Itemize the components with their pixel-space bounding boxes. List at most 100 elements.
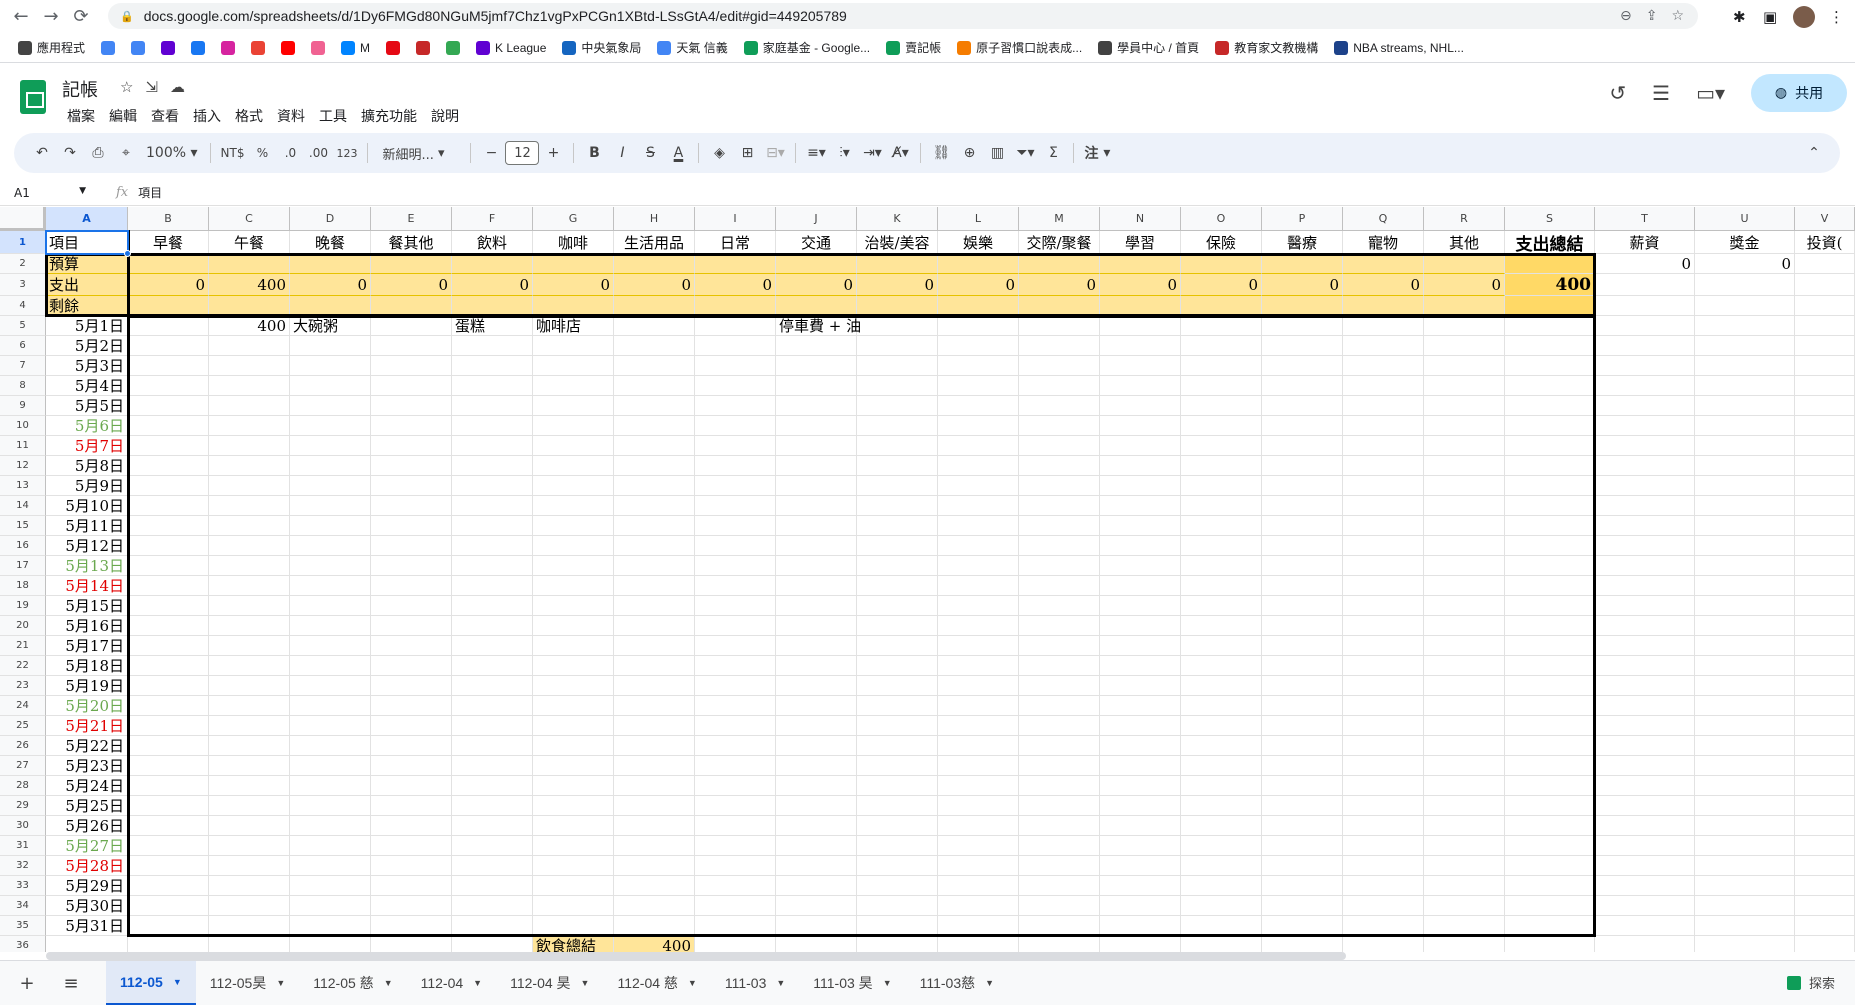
cell[interactable] xyxy=(1695,936,1795,952)
cell[interactable] xyxy=(371,916,452,936)
cell[interactable] xyxy=(371,936,452,952)
header-cell[interactable]: 保險 xyxy=(1181,231,1262,254)
cell[interactable] xyxy=(1100,756,1181,776)
cell[interactable] xyxy=(1019,716,1100,736)
cell[interactable] xyxy=(128,516,209,536)
food-total-value[interactable]: 400 xyxy=(614,936,695,952)
date-cell[interactable]: 5月8日 xyxy=(46,456,128,476)
cell[interactable] xyxy=(857,436,938,456)
cell[interactable] xyxy=(533,356,614,376)
row-header[interactable]: 8 xyxy=(0,376,46,396)
cell[interactable] xyxy=(290,676,371,696)
row-header[interactable]: 18 xyxy=(0,576,46,596)
cell[interactable] xyxy=(776,796,857,816)
cell[interactable] xyxy=(290,496,371,516)
merge-cells-icon[interactable]: ⊟▾ xyxy=(766,145,785,161)
cell[interactable] xyxy=(1505,836,1595,856)
cell[interactable] xyxy=(938,716,1019,736)
cell[interactable] xyxy=(128,776,209,796)
column-header[interactable]: I xyxy=(695,207,776,231)
cell[interactable] xyxy=(1424,476,1505,496)
cell[interactable] xyxy=(1343,776,1424,796)
cell[interactable] xyxy=(938,376,1019,396)
cell[interactable] xyxy=(290,396,371,416)
date-cell[interactable]: 5月5日 xyxy=(46,396,128,416)
spend-value[interactable]: 400 xyxy=(209,274,290,296)
cell[interactable] xyxy=(290,816,371,836)
cell[interactable] xyxy=(1100,496,1181,516)
cell[interactable] xyxy=(1100,736,1181,756)
cell[interactable] xyxy=(614,376,695,396)
bookmark-item[interactable] xyxy=(440,40,466,55)
date-cell[interactable]: 5月12日 xyxy=(46,536,128,556)
cell[interactable] xyxy=(1695,316,1795,336)
cell[interactable] xyxy=(1424,496,1505,516)
cell[interactable] xyxy=(290,636,371,656)
cell[interactable] xyxy=(776,756,857,776)
row-header[interactable]: 12 xyxy=(0,456,46,476)
cell[interactable] xyxy=(1795,376,1855,396)
cell[interactable] xyxy=(695,896,776,916)
cell[interactable] xyxy=(857,876,938,896)
cell[interactable] xyxy=(1343,596,1424,616)
row-header[interactable]: 17 xyxy=(0,556,46,576)
cell[interactable] xyxy=(614,254,695,274)
cell[interactable] xyxy=(128,816,209,836)
cell[interactable] xyxy=(1595,756,1695,776)
cell[interactable] xyxy=(938,896,1019,916)
cell[interactable] xyxy=(1262,356,1343,376)
cell[interactable] xyxy=(695,516,776,536)
cell[interactable] xyxy=(1019,596,1100,616)
cell[interactable] xyxy=(209,416,290,436)
spend-value[interactable]: 0 xyxy=(1019,274,1100,296)
cell[interactable] xyxy=(290,516,371,536)
cell[interactable] xyxy=(46,936,128,952)
cell[interactable] xyxy=(1343,896,1424,916)
functions-button[interactable]: Σ xyxy=(1049,145,1058,161)
cell[interactable] xyxy=(1424,376,1505,396)
sheet-tab[interactable]: 112-04 慈 ▼ xyxy=(603,961,710,1005)
cell[interactable] xyxy=(209,656,290,676)
cell[interactable] xyxy=(1262,456,1343,476)
cell[interactable] xyxy=(1595,576,1695,596)
spend-value[interactable]: 0 xyxy=(1181,274,1262,296)
cell[interactable] xyxy=(1795,356,1855,376)
cell[interactable] xyxy=(209,576,290,596)
cell[interactable] xyxy=(1505,736,1595,756)
column-header[interactable]: C xyxy=(209,207,290,231)
sidepanel-icon[interactable]: ▣ xyxy=(1763,8,1778,26)
cell[interactable] xyxy=(128,356,209,376)
bookmark-item[interactable]: 中央氣象局 xyxy=(556,39,647,56)
cell[interactable] xyxy=(371,476,452,496)
cell[interactable] xyxy=(1695,376,1795,396)
cell[interactable] xyxy=(776,416,857,436)
header-cell[interactable]: 交通 xyxy=(776,231,857,254)
decrease-decimal-button[interactable]: .0 xyxy=(284,146,297,160)
cell[interactable] xyxy=(1343,476,1424,496)
cell[interactable] xyxy=(938,776,1019,796)
cell[interactable] xyxy=(1019,876,1100,896)
cell[interactable] xyxy=(1695,816,1795,836)
cell[interactable] xyxy=(1343,576,1424,596)
cell[interactable] xyxy=(1181,836,1262,856)
collapse-toolbar-icon[interactable]: ⌃ xyxy=(1808,145,1820,161)
cell[interactable] xyxy=(614,556,695,576)
cell[interactable] xyxy=(1424,816,1505,836)
cell[interactable] xyxy=(695,496,776,516)
cell[interactable] xyxy=(1595,376,1695,396)
cell[interactable] xyxy=(452,456,533,476)
cell[interactable] xyxy=(1424,254,1505,274)
cell[interactable] xyxy=(371,416,452,436)
date-cell[interactable]: 5月15日 xyxy=(46,596,128,616)
cell[interactable] xyxy=(1595,496,1695,516)
bookmark-item[interactable] xyxy=(185,40,211,55)
cell[interactable] xyxy=(1019,796,1100,816)
cell[interactable] xyxy=(1595,876,1695,896)
cell[interactable] xyxy=(1019,416,1100,436)
cell[interactable] xyxy=(614,616,695,636)
column-header[interactable]: A xyxy=(46,207,128,231)
forward-icon[interactable]: → xyxy=(43,5,59,27)
cell[interactable] xyxy=(1795,616,1855,636)
cell[interactable] xyxy=(1595,656,1695,676)
cell[interactable] xyxy=(371,636,452,656)
